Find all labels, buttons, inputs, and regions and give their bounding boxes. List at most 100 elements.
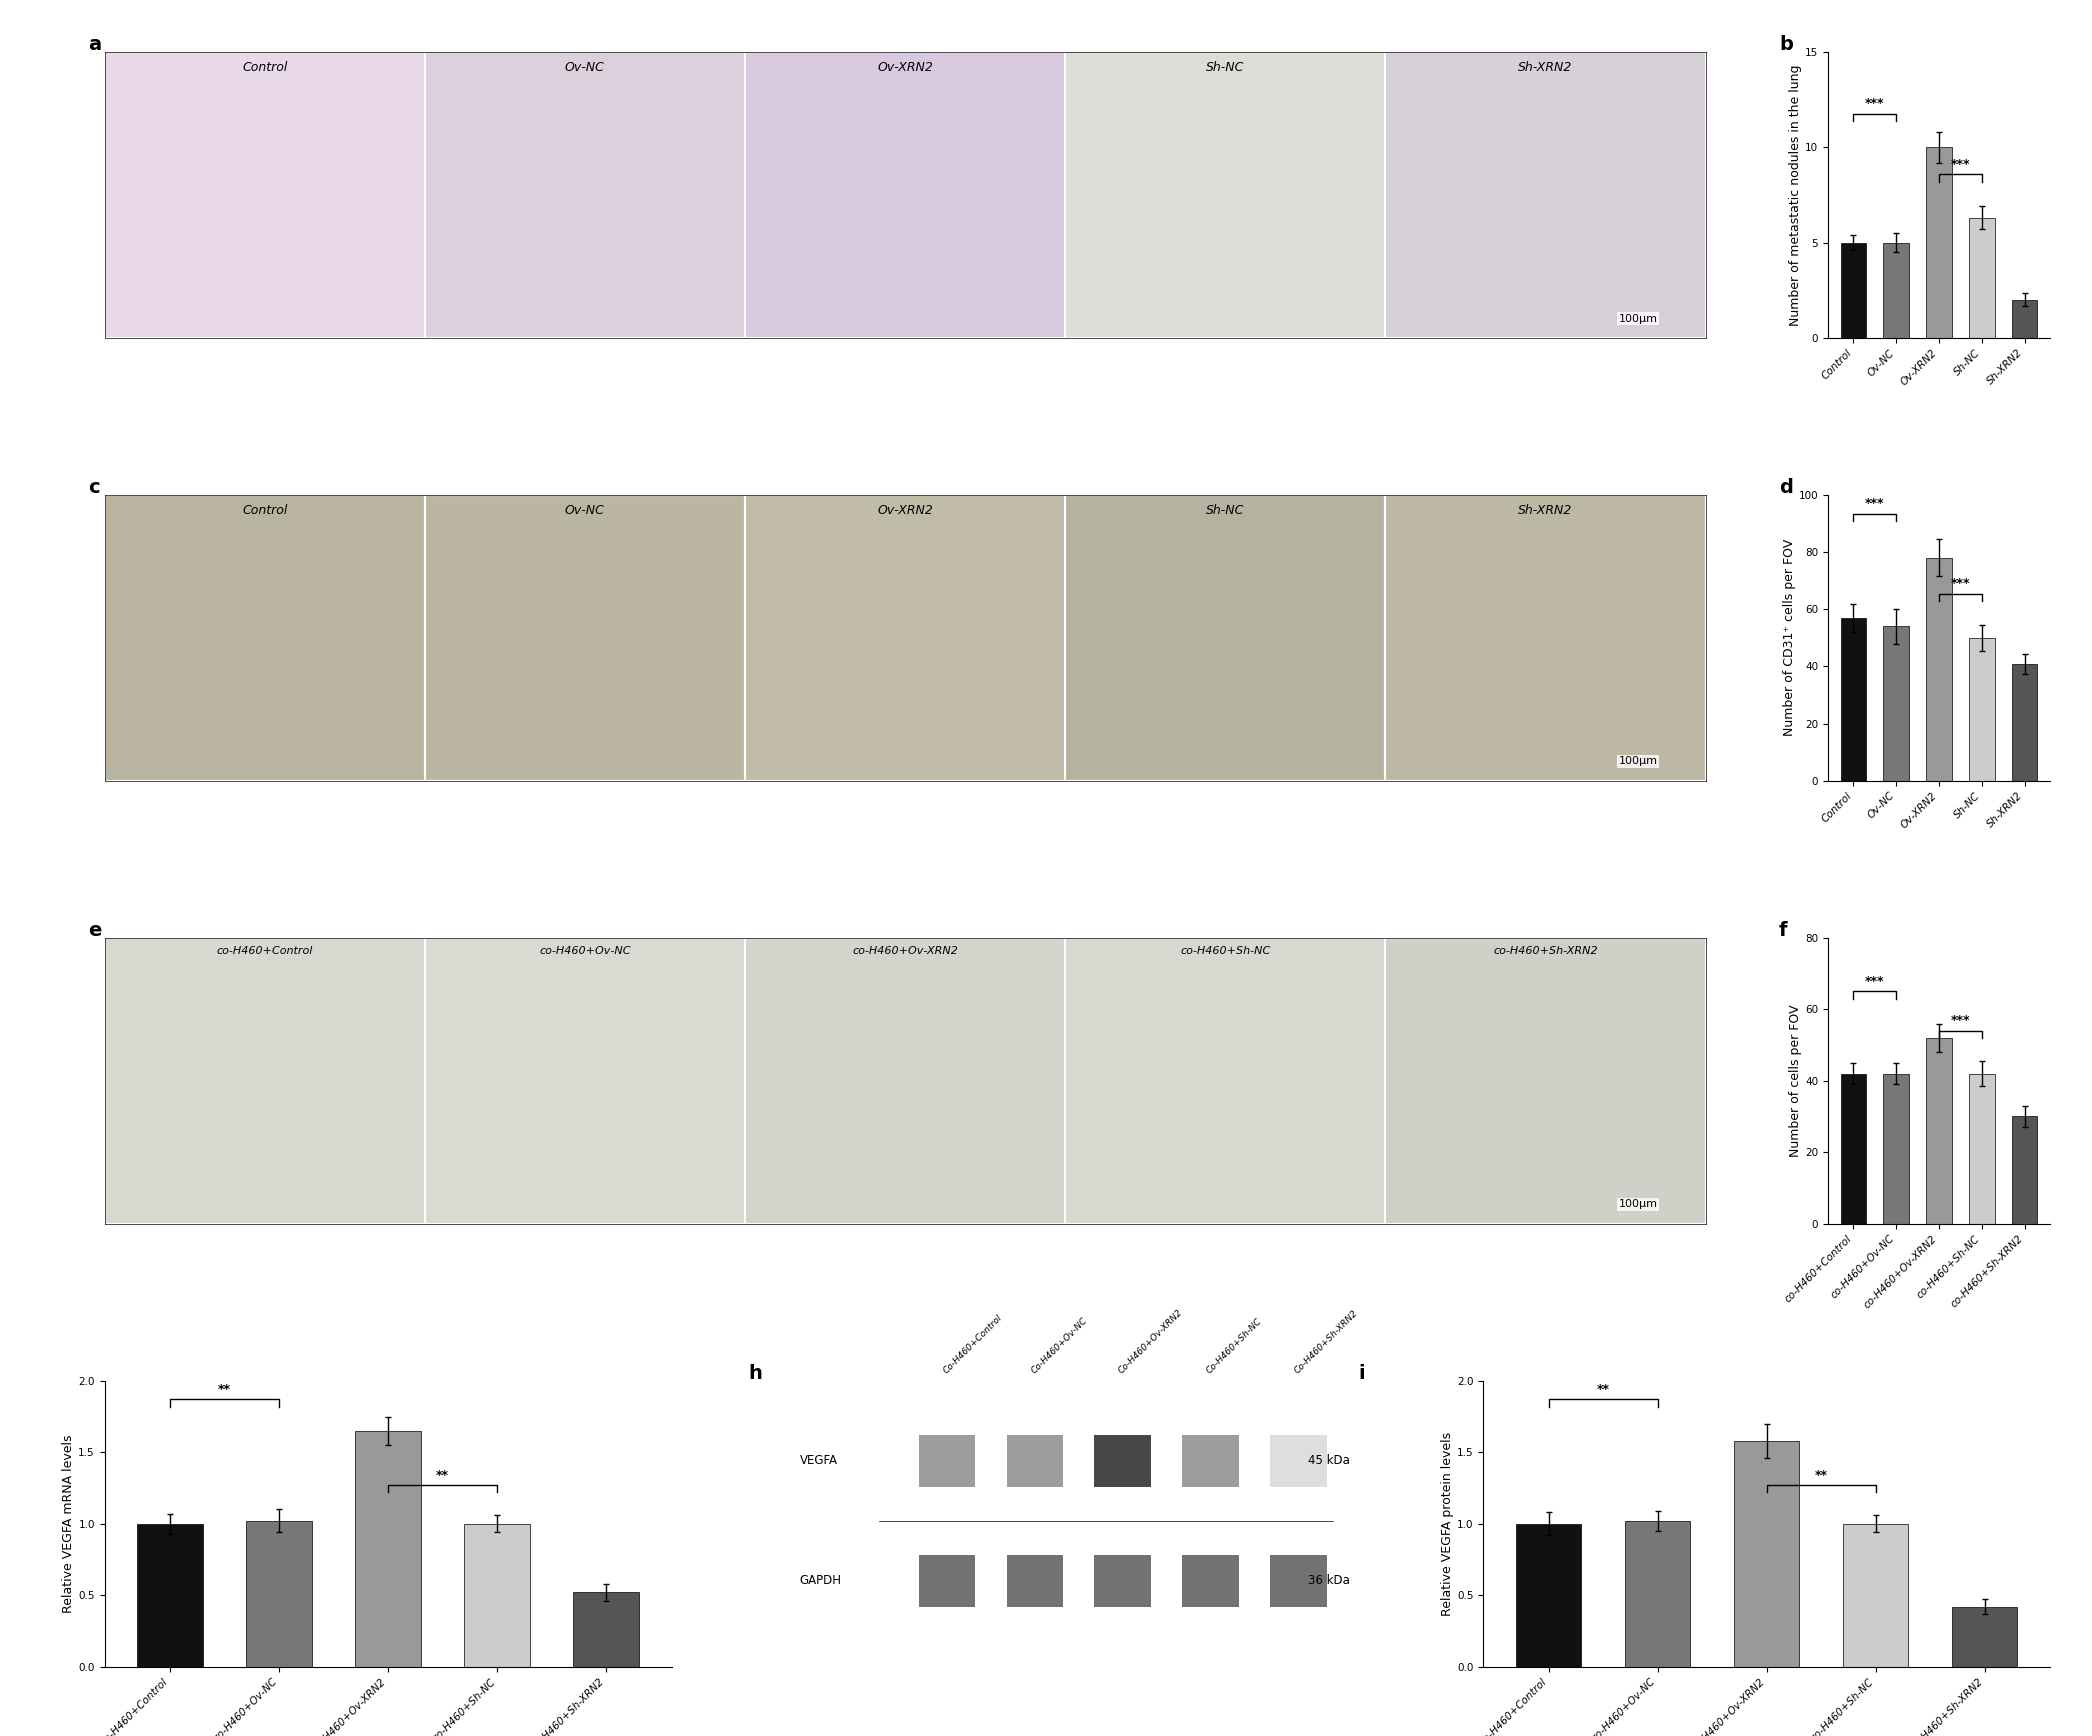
FancyBboxPatch shape	[745, 495, 1065, 781]
Text: 45 kDa: 45 kDa	[1308, 1455, 1349, 1467]
Text: d: d	[1778, 477, 1793, 496]
Text: GAPDH: GAPDH	[799, 1575, 841, 1587]
Text: **: **	[1814, 1469, 1828, 1481]
Text: VEGFA: VEGFA	[799, 1455, 837, 1467]
Text: c: c	[88, 477, 100, 496]
Text: Ov-NC: Ov-NC	[565, 503, 605, 517]
Text: co-H460+Sh-NC: co-H460+Sh-NC	[1180, 946, 1270, 957]
Text: 36 kDa: 36 kDa	[1308, 1575, 1349, 1587]
Text: Co-H460+Ov-NC: Co-H460+Ov-NC	[1029, 1316, 1088, 1375]
Text: Ov-NC: Ov-NC	[565, 61, 605, 73]
Text: **: **	[435, 1469, 450, 1481]
Text: Control: Control	[243, 503, 287, 517]
FancyBboxPatch shape	[1065, 52, 1385, 339]
Bar	[1952, 1606, 2017, 1667]
FancyBboxPatch shape	[745, 937, 1065, 1224]
FancyBboxPatch shape	[1006, 1436, 1063, 1486]
FancyBboxPatch shape	[105, 937, 425, 1224]
FancyBboxPatch shape	[1182, 1436, 1238, 1486]
Bar	[1883, 243, 1910, 339]
Bar	[1841, 243, 1866, 339]
Y-axis label: Number of CD31⁺ cells per FOV: Number of CD31⁺ cells per FOV	[1782, 540, 1795, 736]
Text: co-H460+Sh-XRN2: co-H460+Sh-XRN2	[1494, 946, 1598, 957]
Y-axis label: Number of cells per FOV: Number of cells per FOV	[1789, 1005, 1801, 1156]
Text: ***: ***	[1950, 1014, 1971, 1028]
Text: ***: ***	[1866, 97, 1885, 109]
Text: i: i	[1358, 1364, 1366, 1382]
FancyBboxPatch shape	[1065, 937, 1385, 1224]
Bar	[1927, 1038, 1952, 1224]
FancyBboxPatch shape	[425, 937, 745, 1224]
Text: h: h	[749, 1364, 761, 1382]
Bar	[1843, 1524, 1908, 1667]
Bar	[138, 1524, 203, 1667]
Text: a: a	[88, 35, 103, 54]
Bar	[2013, 1116, 2038, 1224]
Bar	[1969, 1073, 1994, 1224]
Bar	[1841, 1073, 1866, 1224]
FancyBboxPatch shape	[918, 1555, 975, 1606]
Text: Ov-XRN2: Ov-XRN2	[877, 503, 933, 517]
FancyBboxPatch shape	[1182, 1555, 1238, 1606]
FancyBboxPatch shape	[918, 1436, 975, 1486]
Bar	[247, 1521, 312, 1667]
Bar	[464, 1524, 529, 1667]
Text: f: f	[1778, 920, 1787, 939]
Text: Sh-XRN2: Sh-XRN2	[1519, 61, 1573, 73]
FancyBboxPatch shape	[105, 495, 425, 781]
Text: Co-H460+Control: Co-H460+Control	[941, 1312, 1004, 1375]
Text: ***: ***	[1950, 158, 1971, 170]
Y-axis label: Relative VEGFA mRNA levels: Relative VEGFA mRNA levels	[63, 1434, 75, 1613]
FancyBboxPatch shape	[1094, 1436, 1151, 1486]
Text: Co-H460+Sh-NC: Co-H460+Sh-NC	[1205, 1316, 1264, 1375]
Y-axis label: Number of metastatic nodules in the lung: Number of metastatic nodules in the lung	[1789, 64, 1801, 326]
Bar	[1927, 557, 1952, 781]
Text: Co-H460+Sh-XRN2: Co-H460+Sh-XRN2	[1293, 1309, 1360, 1375]
Bar	[1517, 1524, 1582, 1667]
FancyBboxPatch shape	[1094, 1555, 1151, 1606]
FancyBboxPatch shape	[1385, 495, 1705, 781]
Text: Co-H460+Ov-XRN2: Co-H460+Ov-XRN2	[1117, 1307, 1184, 1375]
Bar	[1625, 1521, 1690, 1667]
FancyBboxPatch shape	[425, 52, 745, 339]
FancyBboxPatch shape	[1385, 52, 1705, 339]
FancyBboxPatch shape	[1270, 1436, 1326, 1486]
Text: ***: ***	[1866, 976, 1885, 988]
Text: Control: Control	[243, 61, 287, 73]
FancyBboxPatch shape	[1065, 495, 1385, 781]
Text: Ov-XRN2: Ov-XRN2	[877, 61, 933, 73]
FancyBboxPatch shape	[1006, 1555, 1063, 1606]
Text: **: **	[218, 1384, 230, 1396]
Text: 100μm: 100μm	[1619, 757, 1657, 767]
Bar	[1969, 217, 1994, 339]
Bar	[1883, 1073, 1910, 1224]
Text: co-H460+Control: co-H460+Control	[215, 946, 314, 957]
Text: co-H460+Ov-NC: co-H460+Ov-NC	[540, 946, 630, 957]
Text: Sh-XRN2: Sh-XRN2	[1519, 503, 1573, 517]
Text: 100μm: 100μm	[1619, 1200, 1657, 1210]
Text: Sh-NC: Sh-NC	[1207, 503, 1245, 517]
Bar	[1969, 637, 1994, 781]
Text: ***: ***	[1950, 576, 1971, 590]
FancyBboxPatch shape	[105, 52, 425, 339]
FancyBboxPatch shape	[1385, 937, 1705, 1224]
Bar	[356, 1430, 420, 1667]
Text: Sh-NC: Sh-NC	[1207, 61, 1245, 73]
Text: co-H460+Ov-XRN2: co-H460+Ov-XRN2	[851, 946, 958, 957]
Bar	[2013, 300, 2038, 339]
Bar	[1927, 148, 1952, 339]
Bar	[1734, 1441, 1799, 1667]
FancyBboxPatch shape	[1270, 1555, 1326, 1606]
Bar	[1883, 627, 1910, 781]
Text: ***: ***	[1866, 496, 1885, 510]
Y-axis label: Relative VEGFA protein levels: Relative VEGFA protein levels	[1441, 1432, 1454, 1616]
Text: b: b	[1778, 35, 1793, 54]
Bar	[573, 1592, 638, 1667]
Bar	[1841, 618, 1866, 781]
FancyBboxPatch shape	[745, 52, 1065, 339]
Text: e: e	[88, 920, 103, 939]
Text: 100μm: 100μm	[1619, 314, 1657, 323]
Text: **: **	[1596, 1384, 1609, 1396]
Bar	[2013, 663, 2038, 781]
FancyBboxPatch shape	[425, 495, 745, 781]
